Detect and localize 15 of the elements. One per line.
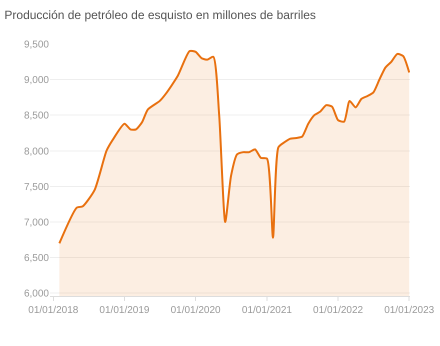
y-tick-label: 8,500 — [24, 110, 50, 122]
x-tick-label: 01/01/2020 — [170, 305, 222, 316]
x-tick-label: 01/01/2022 — [313, 305, 364, 316]
y-tick-label: 6,000 — [24, 288, 50, 300]
x-tick-label: 01/01/2023 — [384, 305, 435, 316]
y-tick-label: 7,500 — [24, 182, 50, 193]
y-tick-label: 6,500 — [24, 253, 50, 264]
y-tick-label: 7,000 — [24, 217, 50, 228]
x-tick-label: 01/01/2021 — [242, 305, 292, 316]
y-tick-label: 9,000 — [24, 75, 50, 86]
x-tick-label: 01/01/2019 — [99, 305, 150, 316]
x-tick-label: 01/01/2018 — [28, 305, 79, 316]
y-tick-label: 9,500 — [24, 40, 50, 50]
y-tick-label: 8,000 — [24, 146, 50, 158]
chart-title: Producción de petróleo de esquisto en millones de barriles — [4, 8, 316, 22]
